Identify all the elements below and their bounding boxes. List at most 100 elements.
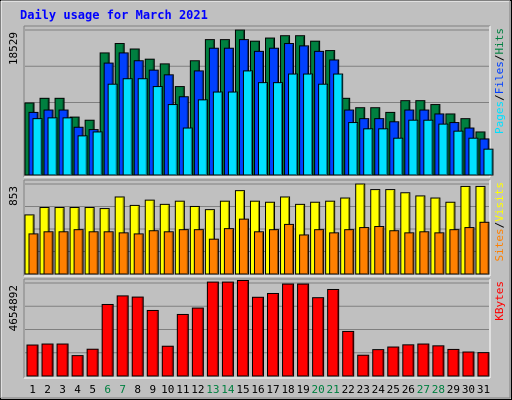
x-tick-label: 16	[251, 383, 264, 396]
bar-pages-day-15	[242, 70, 253, 176]
bar-pages-day-2	[47, 117, 58, 176]
x-tick-label: 26	[402, 383, 415, 396]
bar-pages-day-3	[62, 117, 73, 176]
bar-kbytes-day-20	[312, 297, 325, 377]
bar-kbytes-day-3	[56, 343, 69, 377]
bar-sites-day-11	[178, 229, 189, 275]
bar-pages-day-9	[152, 86, 163, 176]
x-tick-label: 22	[342, 383, 355, 396]
x-tick-label: 23	[357, 383, 370, 396]
bar-kbytes-day-31	[477, 352, 490, 377]
legend-kbytes: KBytes	[493, 281, 506, 321]
bar-kbytes-day-5	[86, 348, 99, 377]
bar-kbytes-day-11	[176, 313, 189, 377]
x-tick-label: 28	[432, 383, 445, 396]
bar-sites-day-3	[58, 231, 69, 275]
bar-sites-day-28	[434, 232, 445, 275]
x-tick-label: 5	[89, 383, 96, 396]
bar-kbytes-day-15	[236, 280, 249, 377]
x-axis-labels: 1 2 3 4 5 6 7 8 9 10 11 12 13 14 15 16 17 18 19 20 21 22 23 24 2…	[29, 383, 490, 396]
bar-sites-day-2	[43, 231, 54, 275]
x-tick-label: 4	[74, 383, 81, 396]
bar-pages-day-24	[378, 128, 389, 176]
bar-pages-day-7	[122, 78, 133, 176]
bar-sites-day-15	[238, 218, 249, 275]
chart-title: Daily usage for March 2021	[20, 8, 208, 22]
bar-kbytes-day-16	[251, 296, 264, 377]
legend-visits: Sites/Visits	[493, 182, 506, 262]
bar-sites-day-9	[148, 230, 159, 275]
x-tick-label: 10	[161, 383, 174, 396]
legend-item: Pages	[493, 101, 506, 134]
bar-pages-day-12	[197, 99, 208, 176]
x-tick-label: 20	[312, 383, 325, 396]
bar-kbytes-day-14	[221, 281, 234, 377]
bar-pages-day-1	[32, 118, 43, 176]
bar-sites-day-21	[329, 232, 340, 275]
legend-item: KBytes	[493, 281, 506, 321]
panel-kbytes: 4654892 KBytes	[7, 278, 506, 379]
bar-sites-day-4	[73, 229, 84, 275]
bar-kbytes-day-29	[447, 348, 460, 377]
bar-kbytes-day-17	[267, 292, 280, 377]
bar-sites-day-18	[284, 223, 295, 275]
bar-pages-day-29	[453, 130, 464, 176]
bar-pages-day-18	[288, 73, 299, 176]
x-tick-label: 15	[236, 383, 249, 396]
bar-pages-day-4	[77, 135, 88, 176]
x-tick-label: 2	[44, 383, 51, 396]
bar-kbytes-day-7	[116, 295, 129, 377]
y-max-label-hits: 18529	[7, 32, 20, 65]
bar-sites-day-14	[223, 228, 234, 275]
bar-pages-day-17	[273, 82, 284, 176]
bar-kbytes-day-23	[357, 354, 370, 377]
bar-sites-day-8	[133, 233, 144, 275]
bar-kbytes-day-24	[372, 349, 385, 377]
x-tick-label: 25	[387, 383, 400, 396]
bar-pages-day-21	[333, 73, 344, 176]
bar-pages-day-23	[363, 128, 374, 176]
bar-sites-day-22	[344, 229, 355, 275]
bar-sites-day-6	[103, 231, 114, 275]
bar-kbytes-day-13	[206, 281, 219, 377]
x-tick-label: 29	[447, 383, 460, 396]
bar-pages-day-10	[167, 104, 178, 176]
bar-kbytes-day-12	[191, 307, 204, 377]
x-tick-label: 12	[191, 383, 204, 396]
bar-sites-day-12	[193, 229, 204, 275]
legend-item: /	[493, 222, 506, 229]
bar-sites-day-23	[359, 227, 370, 275]
bar-sites-day-24	[374, 226, 385, 275]
bar-pages-day-13	[212, 91, 223, 176]
bar-sites-day-13	[208, 238, 219, 275]
bar-kbytes-day-30	[462, 351, 475, 377]
bar-sites-day-31	[479, 221, 490, 275]
legend-item: /	[493, 55, 506, 62]
bar-pages-day-6	[107, 83, 118, 176]
bar-kbytes-day-18	[282, 283, 295, 377]
x-tick-label: 11	[176, 383, 189, 396]
bar-sites-day-7	[118, 232, 129, 275]
bar-pages-day-27	[423, 119, 434, 176]
legend-item: Sites	[493, 228, 506, 261]
bar-kbytes-day-2	[41, 343, 54, 377]
bar-pages-day-28	[438, 123, 449, 176]
bar-kbytes-day-8	[131, 296, 144, 377]
bar-kbytes-day-9	[146, 309, 159, 377]
bar-kbytes-day-26	[402, 344, 415, 377]
bar-pages-day-14	[227, 91, 238, 176]
legend-item: Hits	[493, 28, 506, 55]
bar-sites-day-20	[314, 229, 325, 275]
bar-pages-day-20	[318, 83, 329, 176]
x-tick-label: 1	[29, 383, 36, 396]
bar-pages-day-25	[393, 137, 404, 176]
bar-sites-day-29	[449, 229, 460, 275]
legend-item: /	[493, 94, 506, 101]
x-tick-label: 8	[134, 383, 141, 396]
bar-kbytes-day-1	[26, 344, 39, 377]
x-tick-label: 6	[104, 383, 111, 396]
bar-sites-day-16	[253, 231, 264, 275]
chart-panels: 18529Pages/Files/Hits853Sites/Visits4654…	[7, 25, 506, 379]
x-tick-label: 3	[59, 383, 66, 396]
